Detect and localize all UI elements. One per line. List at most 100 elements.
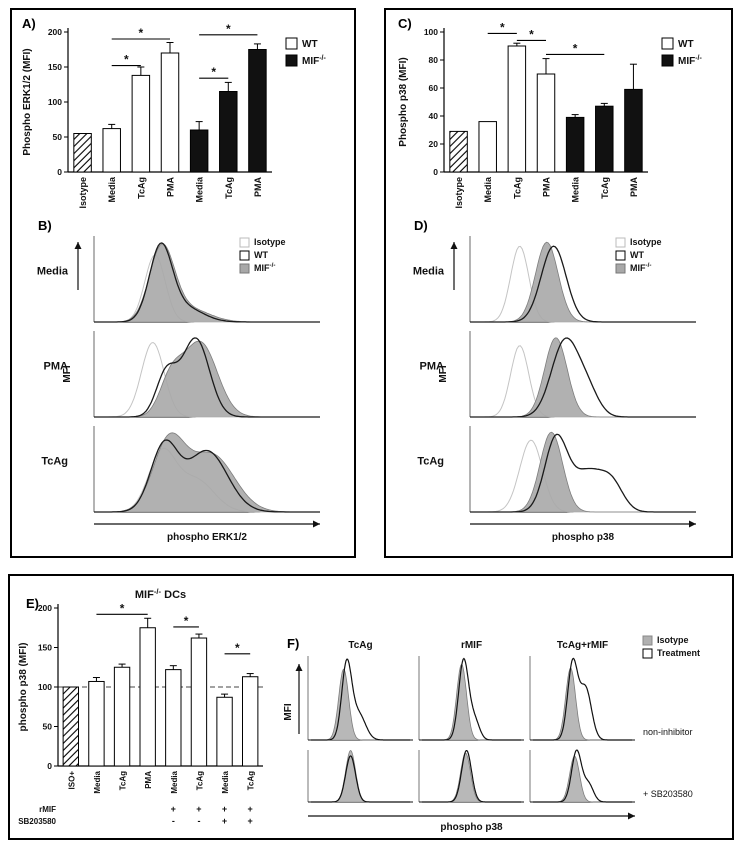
svg-text:SB203580: SB203580 [18,817,56,826]
svg-text:TcAg: TcAg [247,771,256,791]
svg-text:0: 0 [433,167,438,177]
svg-text:+: + [222,816,227,826]
svg-text:MIF-/- DCs: MIF-/- DCs [135,587,186,601]
svg-text:TcAg: TcAg [136,177,146,199]
svg-text:*: * [124,53,129,67]
svg-text:Media: Media [107,176,117,203]
svg-text:+: + [222,804,227,814]
svg-text:Media: Media [221,770,230,793]
svg-text:PMA: PMA [253,177,263,198]
svg-text:TcAg: TcAg [195,771,204,791]
svg-text:TcAg: TcAg [119,771,128,791]
svg-text:Isotype: Isotype [657,635,689,645]
svg-text:*: * [211,65,216,79]
panel-b-histograms: Media PMA TcAg MFI phospho ERK1/2 Isotype WT MI… [37,236,320,543]
svg-text:80: 80 [429,55,439,65]
panel-label-f: F) [287,636,300,651]
panel-label-e: E) [26,596,39,611]
svg-text:*: * [120,601,125,615]
svg-text:MFI: MFI [283,703,294,720]
svg-text:*: * [500,20,505,34]
svg-text:60: 60 [429,83,439,93]
svg-text:150: 150 [48,62,62,72]
svg-text:+: + [196,804,201,814]
svg-text:ISO+: ISO+ [67,771,76,790]
svg-text:PMA: PMA [629,177,639,198]
svg-text:50: 50 [53,132,63,142]
panel-f-histogram-grid: TcAg rMIF TcAg+rMIF Isotype Treatment non-inh… [283,635,700,833]
svg-text:non-inhibitor: non-inhibitor [643,727,693,737]
svg-text:MFI: MFI [62,365,73,382]
panel-label-b: B) [38,218,52,233]
svg-text:MIF-/-: MIF-/- [678,55,702,67]
svg-text:100: 100 [424,27,438,37]
svg-text:0: 0 [57,167,62,177]
svg-text:TcAg: TcAg [348,640,372,651]
svg-text:20: 20 [429,139,439,149]
svg-text:*: * [235,641,240,655]
svg-text:PMA: PMA [44,361,69,373]
svg-text:TcAg: TcAg [417,456,444,468]
svg-text:MFI: MFI [438,365,449,382]
svg-text:Isotype: Isotype [630,237,662,247]
svg-text:+: + [248,804,253,814]
svg-text:phospho p38 (MFI): phospho p38 (MFI) [18,643,29,732]
panel-e-bar-chart: 0 50 100 150 200 phospho p38 (MFI) ISO+ Media Tc… [18,587,263,826]
svg-text:MIF-/-: MIF-/- [630,262,651,273]
svg-text:TcAg+rMIF: TcAg+rMIF [557,640,608,651]
svg-text:WT: WT [302,39,318,50]
svg-text:Media: Media [93,770,102,793]
svg-text:Media: Media [571,176,581,203]
svg-text:MIF-/-: MIF-/- [302,55,326,67]
svg-text:0: 0 [47,761,52,771]
svg-text:PMA: PMA [420,361,445,373]
svg-text:Media: Media [195,176,205,203]
svg-text:Isotype: Isotype [78,177,88,209]
svg-text:+: + [171,804,176,814]
svg-text:+: + [248,816,253,826]
svg-text:TcAg: TcAg [224,177,234,199]
svg-text:+ SB203580: + SB203580 [643,789,693,799]
svg-text:Phospho ERK1/2 (MFI): Phospho ERK1/2 (MFI) [22,48,33,155]
svg-text:*: * [226,22,231,36]
svg-text:200: 200 [48,27,62,37]
panel-c-bar-chart: 0 20 40 60 80 100 Phospho p38 (MFI) Isotype Medi… [398,20,702,209]
svg-text:TcAg: TcAg [600,177,610,199]
svg-text:phospho ERK1/2: phospho ERK1/2 [167,532,247,543]
svg-text:Phospho p38 (MFI): Phospho p38 (MFI) [398,57,409,146]
svg-text:-: - [197,816,200,826]
svg-text:rMIF: rMIF [461,640,482,651]
svg-text:*: * [184,614,189,628]
svg-text:PMA: PMA [144,771,153,789]
svg-text:rMIF: rMIF [39,805,56,814]
svg-text:MIF-/-: MIF-/- [254,262,275,273]
svg-text:Media: Media [483,176,493,203]
svg-text:150: 150 [38,643,52,653]
svg-text:*: * [139,26,144,40]
svg-text:Media: Media [37,266,69,278]
svg-text:WT: WT [630,250,644,260]
svg-text:40: 40 [429,111,439,121]
svg-text:phospho p38: phospho p38 [552,532,615,543]
panel-a-bar-chart: 0 50 100 150 200 Phospho ERK1/2 (MFI) Isotype M… [22,22,326,209]
svg-text:TcAg: TcAg [41,456,68,468]
svg-text:Media: Media [170,770,179,793]
svg-text:-: - [172,816,175,826]
svg-text:WT: WT [678,39,694,50]
panel-label-d: D) [414,218,428,233]
svg-text:WT: WT [254,250,268,260]
svg-text:*: * [529,27,534,41]
svg-text:TcAg: TcAg [512,177,522,199]
svg-text:PMA: PMA [166,177,176,198]
svg-text:*: * [573,41,578,55]
panel-label-a: A) [22,16,36,31]
panel-d-histograms: Media PMA TcAg MFI phospho p38 Isotype WT MIF-/… [413,236,696,543]
svg-text:100: 100 [48,97,62,107]
svg-text:100: 100 [38,682,52,692]
svg-text:Isotype: Isotype [454,177,464,209]
svg-text:Isotype: Isotype [254,237,286,247]
svg-text:Treatment: Treatment [657,648,700,658]
svg-text:Media: Media [413,266,445,278]
svg-text:50: 50 [43,722,53,732]
